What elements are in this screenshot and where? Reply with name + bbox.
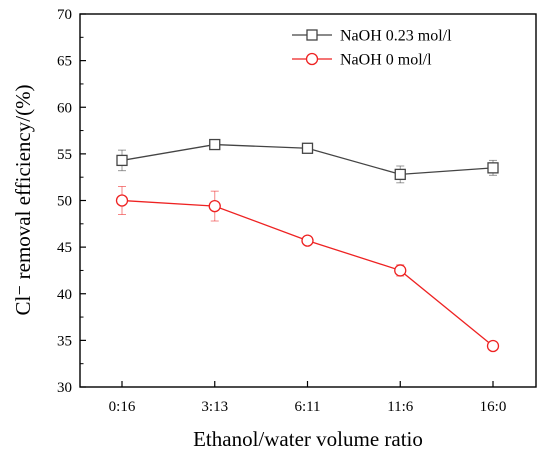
x-tick-label: 6:11 (294, 399, 320, 415)
y-tick-label: 70 (57, 7, 72, 23)
y-tick-label: 55 (57, 147, 72, 163)
legend-label: NaOH 0 mol/l (340, 52, 432, 69)
legend-marker (305, 52, 319, 66)
x-tick-label: 3:13 (201, 399, 228, 415)
series-line (121, 199, 494, 347)
data-point (487, 162, 499, 174)
data-point (116, 154, 128, 167)
y-tick-label: 40 (57, 287, 72, 303)
legend-marker (306, 29, 318, 41)
x-tick-label: 0:16 (109, 399, 136, 415)
series-layer (115, 138, 500, 353)
data-point (208, 199, 221, 213)
data-point (209, 138, 221, 151)
y-axis-title: Cl⁻ removal efficiency/(%) (11, 84, 35, 315)
y-tick-labels: 30 35 40 45 50 55 60 65 70 (57, 7, 72, 396)
legend: NaOH 0.23 mol/l NaOH 0 mol/l (292, 28, 452, 69)
series-1 (116, 138, 499, 184)
data-point (115, 194, 129, 207)
data-point (394, 264, 407, 277)
data-point (394, 168, 406, 181)
y-tick-label: 35 (57, 333, 72, 349)
plot-frame (79, 13, 537, 388)
y-tick-label: 45 (57, 240, 72, 256)
data-point (486, 339, 500, 353)
legend-label: NaOH 0.23 mol/l (340, 28, 452, 45)
x-tick-labels: 0:16 3:13 6:11 11:6 16:0 (109, 399, 507, 415)
y-tick-label: 60 (57, 100, 72, 116)
x-tick-label: 16:0 (480, 399, 507, 415)
x-axis-title: Ethanol/water volume ratio (193, 427, 423, 451)
y-tick-label: 65 (57, 54, 72, 70)
x-tick-label: 11:6 (387, 399, 414, 415)
data-point (301, 142, 314, 154)
series-2 (115, 186, 500, 353)
y-tick-label: 30 (57, 380, 72, 396)
y-tick-label: 50 (57, 194, 72, 210)
data-point (301, 234, 314, 247)
axis-ticks (80, 13, 494, 388)
